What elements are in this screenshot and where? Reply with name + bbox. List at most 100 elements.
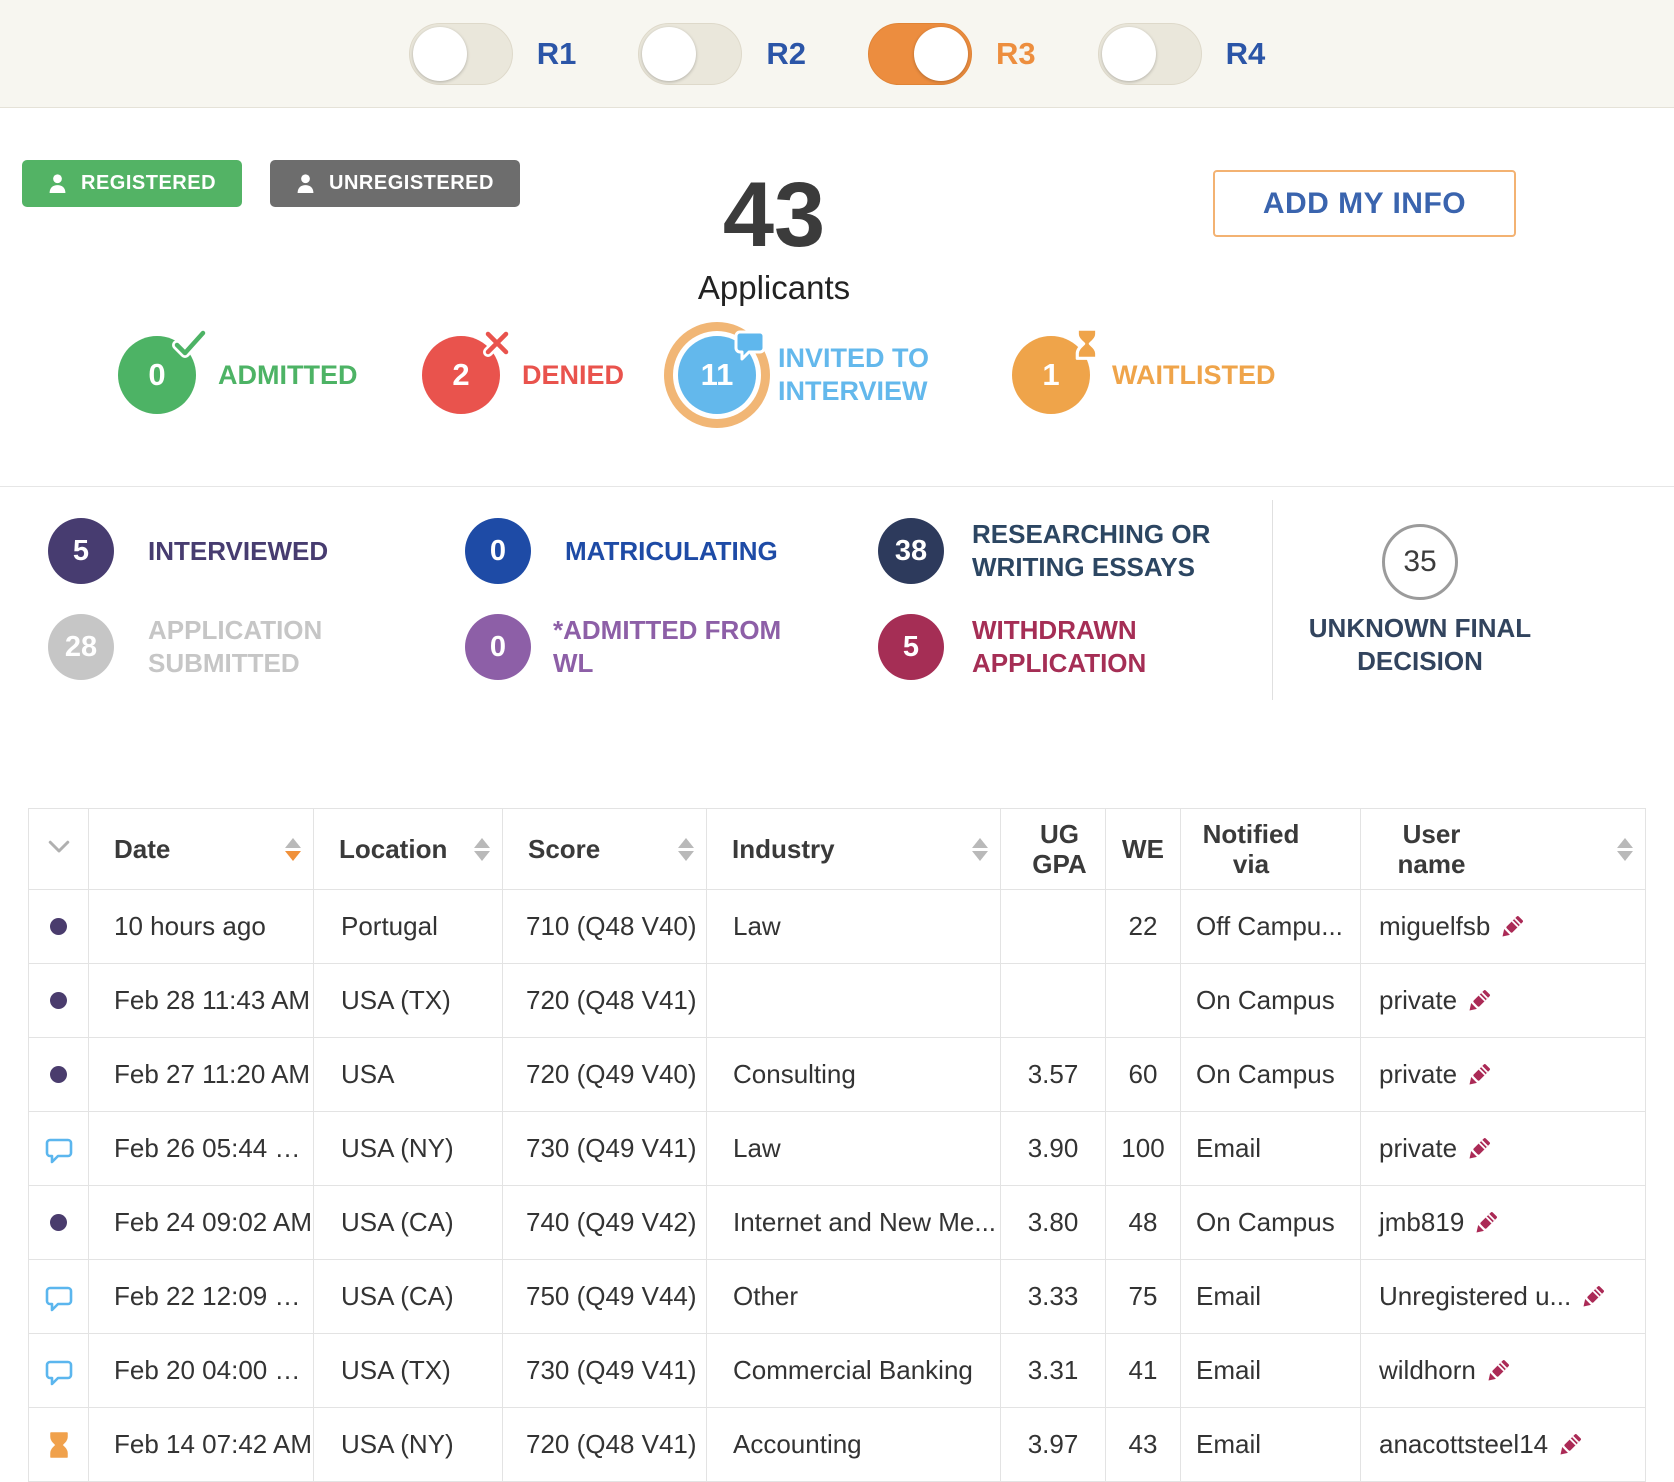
toggle-switch-r3[interactable] — [868, 22, 972, 85]
unregistered-button[interactable]: UNREGISTERED — [270, 160, 520, 207]
cell-ug-gpa — [1000, 889, 1106, 964]
cell-score: 720 (Q48 V41) — [502, 963, 707, 1038]
cell-date: Feb 26 05:44 PM — [88, 1111, 314, 1186]
invited-to-interview-bubble-icon — [45, 1286, 72, 1312]
stat-denied-circle: 2 — [422, 329, 511, 414]
unregistered-button-label: UNREGISTERED — [329, 172, 494, 194]
toggle-switch-r2[interactable] — [638, 22, 743, 85]
cell-username: private — [1360, 1111, 1646, 1186]
stat-withdrawn-circle[interactable]: 5 — [878, 614, 944, 680]
cell-notified-via: Email — [1180, 1407, 1361, 1482]
speech-bubble-icon — [734, 330, 766, 361]
cell-ug-gpa: 3.33 — [1000, 1259, 1106, 1334]
cell-we: 60 — [1105, 1037, 1181, 1112]
toggle-switch-r1[interactable] — [408, 22, 513, 85]
username-link[interactable]: wildhorn — [1379, 1355, 1476, 1385]
sort-icon[interactable] — [474, 837, 490, 861]
username-link[interactable]: private — [1379, 985, 1458, 1015]
cell-notified-via: Email — [1180, 1333, 1361, 1408]
stat-admitted-from-wl-label: *ADMITTED FROM WL — [553, 615, 782, 678]
cell-username: private — [1360, 1037, 1646, 1112]
username-link[interactable]: Unregistered u... — [1379, 1281, 1572, 1311]
toggle-label-r4: R4 — [1225, 35, 1266, 71]
cell-location: Portugal — [313, 889, 503, 964]
cell-date: Feb 14 07:42 AM — [88, 1407, 314, 1482]
interviewed-dot-icon — [50, 1214, 67, 1231]
stat-waitlisted[interactable]: 1 WAITLISTED — [1012, 328, 1276, 414]
column-header-user-name[interactable]: User name — [1360, 808, 1646, 890]
summary-header: REGISTERED UNREGISTERED 43 Applicants AD… — [0, 108, 1674, 487]
cell-location: USA (NY) — [313, 1111, 503, 1186]
sort-icon[interactable] — [285, 837, 301, 861]
stat-researching-circle[interactable]: 38 — [878, 518, 944, 584]
table-row[interactable]: Feb 28 11:43 AM USA (TX) 720 (Q48 V41) O… — [28, 963, 1646, 1038]
sort-icon[interactable] — [678, 837, 694, 861]
edit-pencil-icon[interactable] — [1498, 913, 1526, 941]
edit-pencil-icon[interactable] — [1465, 1061, 1493, 1089]
invited-to-interview-bubble-icon — [45, 1138, 72, 1164]
add-my-info-button[interactable]: ADD MY INFO — [1213, 170, 1516, 237]
cell-location: USA — [313, 1037, 503, 1112]
column-header-location[interactable]: Location — [313, 808, 503, 890]
stat-label: ADMITTED — [218, 359, 358, 390]
cell-industry: Internet and New Me... — [706, 1185, 1001, 1260]
cell-notified-via: On Campus — [1180, 1037, 1361, 1112]
edit-pencil-icon[interactable] — [1472, 1209, 1500, 1237]
round-toggle-r2: R2 — [638, 22, 806, 85]
table-row[interactable]: 10 hours ago Portugal 710 (Q48 V40) Law … — [28, 889, 1646, 964]
username-link[interactable]: anacottsteel14 — [1379, 1429, 1549, 1459]
stat-interviewed-circle[interactable]: 5 — [48, 518, 114, 584]
stat-unknown-circle[interactable]: 35 — [1382, 524, 1458, 600]
divider — [1272, 500, 1273, 700]
username-link[interactable]: miguelfsb — [1379, 911, 1491, 941]
username-link[interactable]: private — [1379, 1133, 1458, 1163]
table-row[interactable]: Feb 24 09:02 AM USA (CA) 740 (Q49 V42) I… — [28, 1185, 1646, 1260]
stat-admitted[interactable]: 0 ADMITTED — [118, 328, 358, 414]
cell-date: Feb 28 11:43 AM — [88, 963, 314, 1038]
username-link[interactable]: private — [1379, 1059, 1458, 1089]
toggle-label-r1: R1 — [536, 35, 577, 71]
toggle-knob[interactable] — [642, 26, 697, 81]
cell-notified-via: Email — [1180, 1259, 1361, 1334]
edit-pencil-icon[interactable] — [1484, 1357, 1512, 1385]
username-link[interactable]: jmb819 — [1379, 1207, 1465, 1237]
column-header-industry[interactable]: Industry — [706, 808, 1001, 890]
sort-icon[interactable] — [972, 837, 988, 861]
column-header-score[interactable]: Score — [502, 808, 707, 890]
edit-pencil-icon[interactable] — [1465, 1135, 1493, 1163]
stat-value: 0 — [489, 630, 507, 663]
cell-ug-gpa: 3.57 — [1000, 1037, 1106, 1112]
toggle-knob[interactable] — [412, 26, 467, 81]
sort-icon[interactable] — [1617, 837, 1633, 861]
interviewed-dot-icon — [50, 918, 67, 935]
cell-notified-via: On Campus — [1180, 1185, 1361, 1260]
chevron-down-icon[interactable] — [44, 831, 74, 868]
stat-application-submitted-circle[interactable]: 28 — [48, 614, 114, 680]
column-header-date[interactable]: Date — [88, 808, 314, 890]
stat-denied[interactable]: 2 DENIED — [422, 329, 624, 414]
stat-value: 0 — [148, 357, 166, 392]
toggle-knob[interactable] — [914, 26, 968, 81]
edit-pencil-icon[interactable] — [1556, 1431, 1584, 1459]
cell-username: miguelfsb — [1360, 889, 1646, 964]
table-row[interactable]: Feb 14 07:42 AM USA (NY) 720 (Q48 V41) A… — [28, 1407, 1646, 1482]
table-row[interactable]: Feb 27 11:20 AM USA 720 (Q49 V40) Consul… — [28, 1037, 1646, 1112]
cell-notified-via: Email — [1180, 1111, 1361, 1186]
table-row[interactable]: Feb 22 12:09 PM USA (CA) 750 (Q49 V44) O… — [28, 1259, 1646, 1334]
cell-score: 710 (Q48 V40) — [502, 889, 707, 964]
edit-pencil-icon[interactable] — [1465, 987, 1493, 1015]
registered-button[interactable]: REGISTERED — [22, 160, 243, 207]
cell-score: 740 (Q49 V42) — [502, 1185, 707, 1260]
toggle-knob[interactable] — [1101, 26, 1156, 81]
stat-admitted-from-wl-circle[interactable]: 0 — [465, 614, 531, 680]
cell-ug-gpa — [1000, 963, 1106, 1038]
stat-invited-to-interview[interactable]: 11 INVITED TO INTERVIEW — [678, 330, 968, 414]
edit-pencil-icon[interactable] — [1579, 1283, 1607, 1311]
toggle-switch-r4[interactable] — [1097, 22, 1202, 85]
cell-username: jmb819 — [1360, 1185, 1646, 1260]
table-row[interactable]: Feb 26 05:44 PM USA (NY) 730 (Q49 V41) L… — [28, 1111, 1646, 1186]
cell-industry: Consulting — [706, 1037, 1001, 1112]
table-row[interactable]: Feb 20 04:00 PM USA (TX) 730 (Q49 V41) C… — [28, 1333, 1646, 1408]
person-icon — [49, 174, 66, 193]
stat-matriculating-circle[interactable]: 0 — [465, 518, 531, 584]
